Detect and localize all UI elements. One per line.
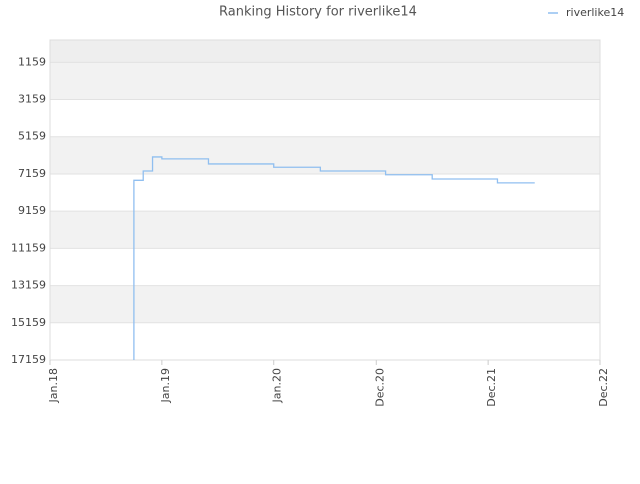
x-tick-label: Dec.20 <box>373 368 386 407</box>
legend-label: riverlike14 <box>566 6 624 19</box>
y-tick-label: 3159 <box>18 93 46 106</box>
band <box>50 40 600 63</box>
x-tick-label: Jan.20 <box>271 368 284 403</box>
band <box>50 62 600 100</box>
band <box>50 99 600 137</box>
y-tick-label: 17159 <box>11 353 46 366</box>
band <box>50 173 600 212</box>
x-tick-label: Jan.19 <box>159 368 172 403</box>
band <box>50 322 600 360</box>
x-tick-label: Dec.22 <box>597 368 610 407</box>
chart-title: Ranking History for riverlike14 <box>219 5 417 20</box>
y-tick-label: 11159 <box>11 241 46 254</box>
plot-border <box>49 39 601 361</box>
band <box>50 136 600 174</box>
y-tick-label: 1159 <box>18 55 46 68</box>
y-tick-label: 9159 <box>18 204 46 217</box>
band <box>50 211 600 249</box>
line <box>133 156 535 360</box>
x-tick-label: Jan.18 <box>47 368 60 403</box>
y-tick-label: 7159 <box>18 167 46 180</box>
band <box>50 248 600 286</box>
y-tick-label: 15159 <box>11 316 46 329</box>
y-tick-label: 5159 <box>18 130 46 143</box>
x-tick-label: Dec.21 <box>485 368 498 407</box>
band <box>50 285 600 323</box>
y-tick-label: 13159 <box>11 279 46 292</box>
